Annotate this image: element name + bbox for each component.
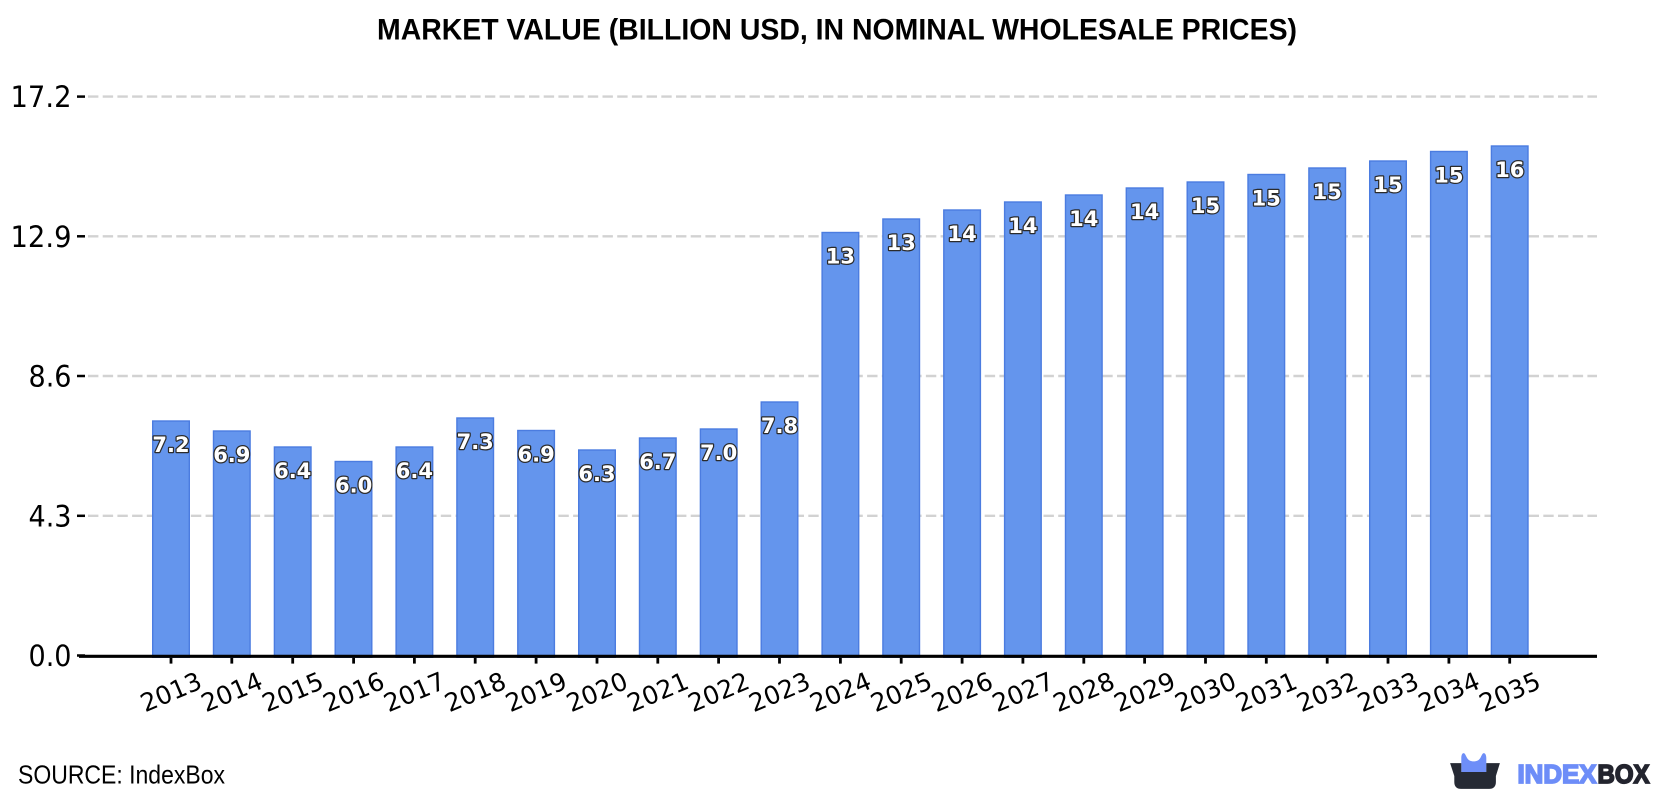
svg-text:0.0: 0.0 <box>29 639 72 673</box>
svg-text:SOURCE: IndexBox: SOURCE: IndexBox <box>18 760 225 790</box>
svg-text:6.4: 6.4 <box>274 459 311 483</box>
svg-text:15: 15 <box>1373 173 1402 197</box>
svg-text:6.9: 6.9 <box>213 443 250 467</box>
svg-text:4.3: 4.3 <box>29 499 72 533</box>
svg-text:15: 15 <box>1434 164 1463 188</box>
svg-text:14: 14 <box>1069 207 1098 231</box>
svg-text:7.2: 7.2 <box>152 433 189 457</box>
svg-text:15: 15 <box>1252 187 1281 211</box>
svg-text:MARKET VALUE (BILLION USD, IN: MARKET VALUE (BILLION USD, IN NOMINAL WH… <box>377 13 1297 46</box>
svg-text:14: 14 <box>947 222 976 246</box>
svg-text:6.7: 6.7 <box>639 450 676 474</box>
svg-text:14: 14 <box>1008 214 1037 238</box>
svg-text:7.8: 7.8 <box>761 414 798 438</box>
svg-text:6.4: 6.4 <box>396 459 433 483</box>
svg-text:INDEX: INDEX <box>1518 759 1598 789</box>
svg-text:6.3: 6.3 <box>578 462 615 486</box>
svg-text:7.3: 7.3 <box>457 430 494 454</box>
svg-text:13: 13 <box>887 231 916 255</box>
svg-text:6.0: 6.0 <box>335 474 372 498</box>
svg-text:15: 15 <box>1191 194 1220 218</box>
svg-text:16: 16 <box>1495 158 1524 182</box>
svg-text:8.6: 8.6 <box>29 360 72 394</box>
svg-text:BOX: BOX <box>1598 759 1651 789</box>
svg-text:6.9: 6.9 <box>517 443 554 467</box>
svg-text:14: 14 <box>1130 200 1159 224</box>
svg-text:17.2: 17.2 <box>11 80 72 114</box>
svg-text:13: 13 <box>826 245 855 269</box>
svg-text:7.0: 7.0 <box>700 441 737 465</box>
svg-text:15: 15 <box>1313 180 1342 204</box>
svg-text:12.9: 12.9 <box>11 220 72 254</box>
